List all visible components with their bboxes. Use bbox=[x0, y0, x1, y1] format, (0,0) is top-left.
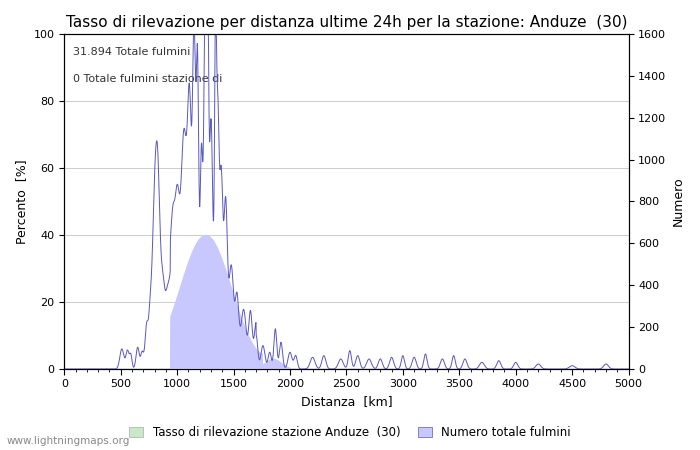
Title: Tasso di rilevazione per distanza ultime 24h per la stazione: Anduze  (30): Tasso di rilevazione per distanza ultime… bbox=[66, 15, 627, 30]
Text: 0 Totale fulmini stazione di: 0 Totale fulmini stazione di bbox=[73, 74, 222, 84]
X-axis label: Distanza  [km]: Distanza [km] bbox=[300, 395, 392, 408]
Text: 31.894 Totale fulmini: 31.894 Totale fulmini bbox=[73, 47, 190, 57]
Text: www.lightningmaps.org: www.lightningmaps.org bbox=[7, 436, 130, 446]
Legend: Tasso di rilevazione stazione Anduze  (30), Numero totale fulmini: Tasso di rilevazione stazione Anduze (30… bbox=[124, 422, 576, 444]
Y-axis label: Percento  [%]: Percento [%] bbox=[15, 159, 28, 244]
Y-axis label: Numero: Numero bbox=[672, 177, 685, 226]
